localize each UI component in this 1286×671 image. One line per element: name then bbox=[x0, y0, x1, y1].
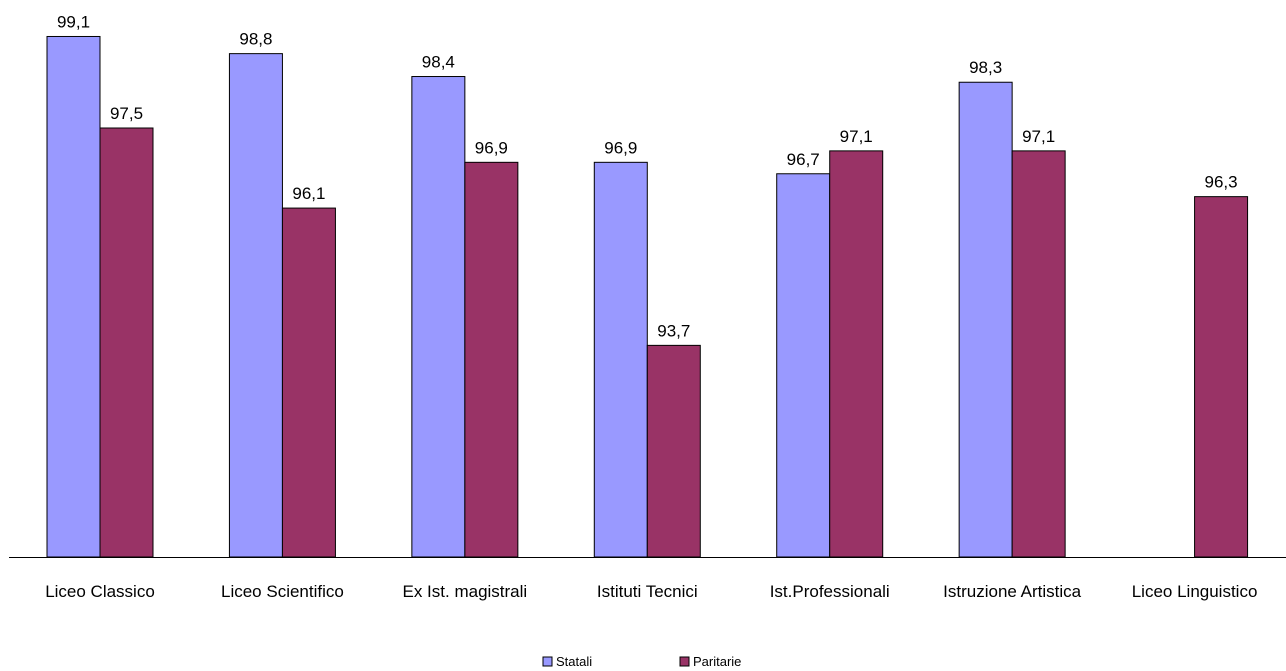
bar-paritarie-istituti-tecnici bbox=[646, 344, 701, 558]
bar-statali-istituti-tecnici bbox=[593, 161, 648, 558]
data-label-paritarie-liceo-classico: 97,5 bbox=[110, 104, 143, 123]
bar-paritarie-liceo-classico bbox=[99, 127, 154, 558]
bar-statali-ex-ist-magistrali bbox=[411, 76, 466, 558]
legend: Statali Paritarie bbox=[542, 654, 741, 669]
data-label-paritarie-ist-professionali: 97,1 bbox=[840, 127, 873, 146]
data-label-statali-liceo-scientifico: 98,8 bbox=[239, 30, 272, 49]
legend-swatch-paritarie bbox=[679, 656, 690, 667]
bar-statali-liceo-classico bbox=[46, 35, 101, 558]
category-label-istituti-tecnici: Istituti Tecnici bbox=[597, 582, 698, 601]
category-label-istruzione-artistica: Istruzione Artistica bbox=[943, 582, 1081, 601]
bar-paritarie-istruzione-artistica bbox=[1011, 150, 1066, 558]
data-label-statali-ex-ist-magistrali: 98,4 bbox=[422, 53, 455, 72]
category-label-liceo-scientifico: Liceo Scientifico bbox=[221, 582, 344, 601]
bar-paritarie-ex-ist-magistrali bbox=[464, 161, 519, 558]
data-label-statali-istituti-tecnici: 96,9 bbox=[604, 138, 637, 157]
legend-swatch-statali bbox=[542, 656, 553, 667]
category-label-ist-professionali: Ist.Professionali bbox=[770, 582, 890, 601]
legend-label-statali: Statali bbox=[556, 654, 592, 669]
data-label-paritarie-liceo-linguistico: 96,3 bbox=[1205, 173, 1238, 192]
data-label-statali-istruzione-artistica: 98,3 bbox=[969, 58, 1002, 77]
legend-label-paritarie: Paritarie bbox=[693, 654, 741, 669]
bar-paritarie-liceo-scientifico bbox=[281, 207, 336, 558]
category-label-ex-ist-magistrali: Ex Ist. magistrali bbox=[403, 582, 528, 601]
category-label-liceo-classico: Liceo Classico bbox=[45, 582, 155, 601]
data-labels-layer: 99,1 97,5 98,8 96,1 98,4 96,9 96,9 93,7 96,7 97,1… bbox=[57, 12, 1238, 340]
bars-layer bbox=[46, 35, 1249, 558]
bar-statali-ist-professionali bbox=[776, 173, 831, 558]
data-label-statali-liceo-classico: 99,1 bbox=[57, 12, 90, 31]
bar-statali-liceo-scientifico bbox=[228, 53, 283, 558]
bar-paritarie-ist-professionali bbox=[829, 150, 884, 558]
data-label-paritarie-istruzione-artistica: 97,1 bbox=[1022, 127, 1055, 146]
data-label-paritarie-ex-ist-magistrali: 96,9 bbox=[475, 138, 508, 157]
data-label-paritarie-istituti-tecnici: 93,7 bbox=[657, 321, 690, 340]
bar-paritarie-liceo-linguistico bbox=[1194, 196, 1249, 558]
category-label-liceo-linguistico: Liceo Linguistico bbox=[1132, 582, 1258, 601]
data-label-statali-ist-professionali: 96,7 bbox=[787, 150, 820, 169]
data-label-paritarie-liceo-scientifico: 96,1 bbox=[292, 184, 325, 203]
category-labels-layer: Liceo Classico Liceo Scientifico Ex Ist. m… bbox=[45, 582, 1257, 601]
bar-statali-istruzione-artistica bbox=[958, 81, 1013, 558]
